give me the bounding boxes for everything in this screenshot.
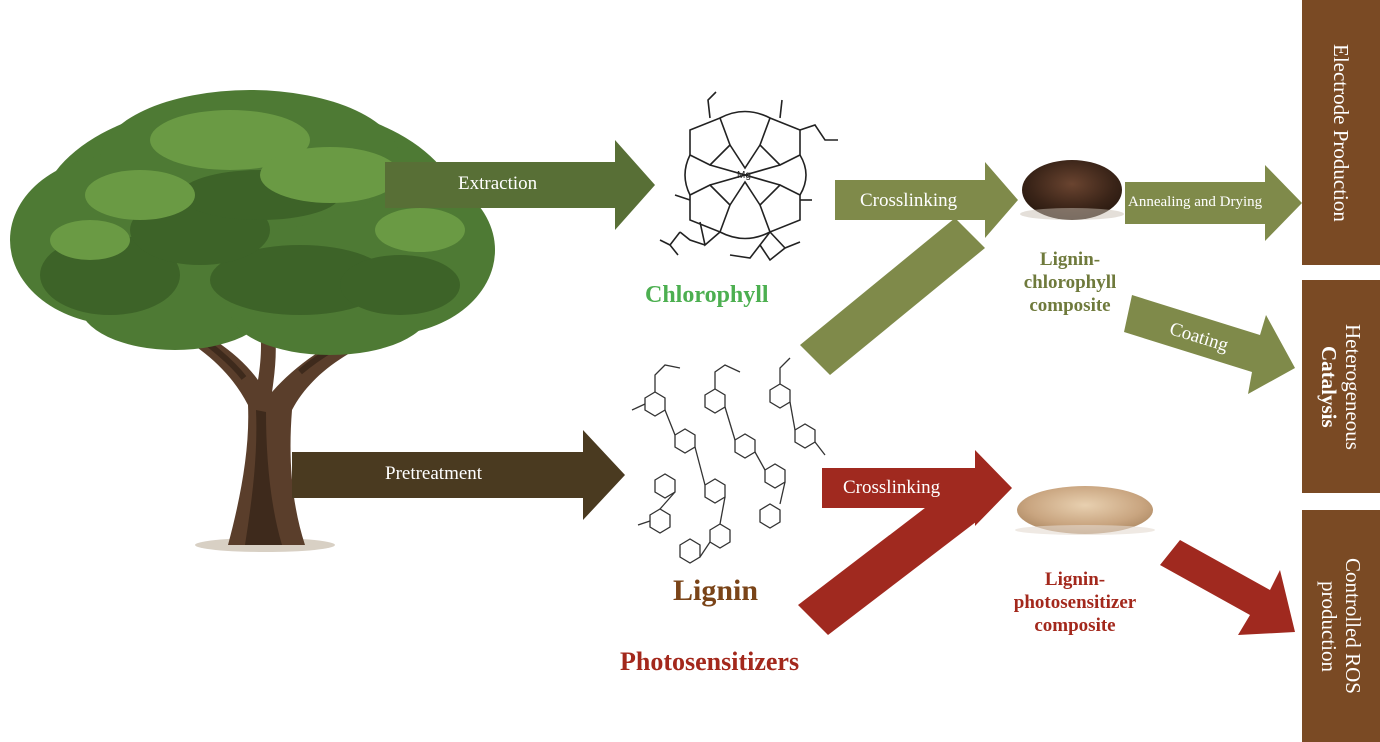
ros-line1: Controlled ROS [1341,558,1365,694]
heterogeneous-catalysis-label: Heterogeneous Catalysis [1317,324,1365,450]
lignin-photosensitizer-pile [1017,486,1153,534]
catalysis-line2: Catalysis [1317,345,1341,428]
controlled-ros-panel: Controlled ROS production [1302,510,1380,742]
ros-arrow [1160,540,1295,635]
catalysis-line1: Heterogeneous [1341,323,1365,450]
electrode-production-panel: Electrode Production [1302,0,1380,265]
composite-line: chlorophyll [1023,272,1117,293]
mg-atom-label: Mg [737,170,751,181]
composite-line: Lignin- [1044,569,1106,590]
heterogeneous-catalysis-panel: Heterogeneous Catalysis [1302,280,1380,493]
extraction-label: Extraction [458,173,538,194]
annealing-drying-label: Annealing and Drying [1128,194,1263,210]
chlorophyll-structure [659,91,838,262]
composite-line: composite [1034,615,1116,636]
tree-illustration [10,90,495,552]
photosensitizers-title: Photosensitizers [620,647,800,676]
pretreatment-arrow [292,430,625,520]
composite-line: composite [1029,295,1111,316]
coating-arrow [1124,295,1295,394]
extraction-arrow [385,140,655,230]
lignin-structure [631,357,826,564]
lignin-chlorophyll-pile [1022,160,1122,220]
composite-line: photosensitizer [1013,592,1137,613]
ros-line2: production [1317,580,1341,672]
chlorophyll-title: Chlorophyll [645,282,769,308]
crosslinking-bottom-label: Crosslinking [843,477,941,498]
crosslinking-top-arrow [800,162,1018,375]
controlled-ros-label: Controlled ROS production [1317,558,1365,694]
pretreatment-label: Pretreatment [385,463,483,484]
lignin-photosensitizer-composite-label: Lignin- photosensitizer composite [990,568,1160,637]
lignin-title: Lignin [673,574,759,607]
crosslinking-bottom-arrow [798,450,1012,635]
crosslinking-top-label: Crosslinking [860,190,958,211]
annealing-drying-arrow [1125,165,1302,241]
electrode-production-label: Electrode Production [1329,43,1353,222]
lignin-chlorophyll-composite-label: Lignin- chlorophyll composite [1000,248,1140,317]
composite-line: Lignin- [1039,249,1101,270]
